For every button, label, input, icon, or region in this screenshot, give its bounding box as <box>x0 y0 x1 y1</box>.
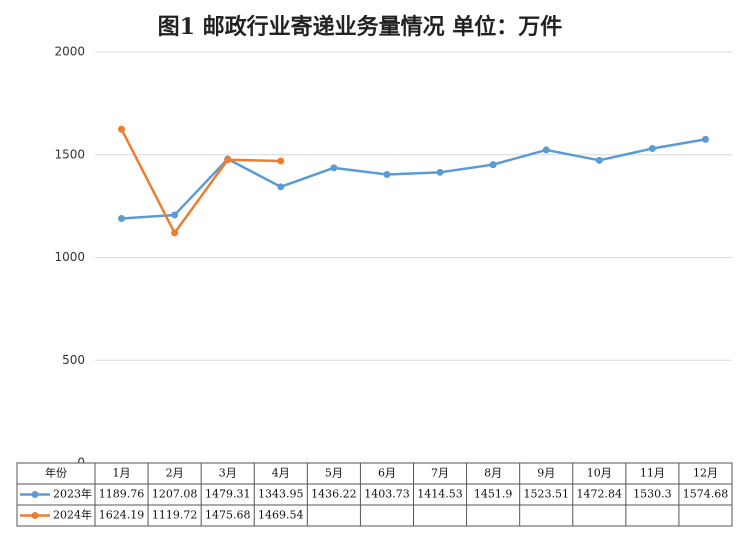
table-value: 1469.54 <box>258 509 304 522</box>
point <box>118 125 126 133</box>
table-value: 1479.31 <box>205 488 251 501</box>
x-tick-label: 1月 <box>113 467 131 480</box>
legend-marker <box>31 491 39 498</box>
table-value: 1530.3 <box>633 488 672 501</box>
chart-title: 图1 邮政行业寄递业务量情况 单位：万件 <box>158 14 563 40</box>
x-tick-label: 12月 <box>693 467 718 480</box>
point <box>277 157 285 165</box>
y-tick-label: 1500 <box>54 147 85 161</box>
point <box>171 211 179 219</box>
series-line <box>121 138 706 220</box>
legend-marker <box>31 512 39 519</box>
point <box>330 164 338 172</box>
table-value: 1624.19 <box>99 509 145 522</box>
legend-label: 2023年 <box>53 487 92 501</box>
point <box>118 215 126 223</box>
table-value: 1414.53 <box>417 488 463 501</box>
x-tick-label: 7月 <box>431 467 449 480</box>
x-tick-label: 8月 <box>484 467 502 480</box>
series-line <box>120 128 281 235</box>
x-tick-label: 10月 <box>587 467 612 480</box>
point <box>436 168 444 176</box>
table-value: 1403.73 <box>364 488 410 501</box>
y-tick-label: 1000 <box>54 250 85 264</box>
table-value: 1119.72 <box>152 509 198 522</box>
table-value: 1343.95 <box>258 488 304 501</box>
y-tick-label: 500 <box>62 353 85 367</box>
table-value: 1523.51 <box>523 488 569 501</box>
point <box>595 156 603 164</box>
table-header: 年份 <box>45 466 67 480</box>
x-tick-label: 6月 <box>378 467 396 480</box>
point <box>648 145 656 153</box>
table-value: 1475.68 <box>205 509 251 522</box>
x-tick-label: 3月 <box>219 467 237 480</box>
legend-label: 2024年 <box>53 508 92 522</box>
point <box>277 183 285 191</box>
point <box>171 229 179 237</box>
point <box>383 171 391 179</box>
x-tick-label: 2月 <box>166 467 184 480</box>
table-value: 1207.08 <box>152 488 198 501</box>
point <box>489 161 497 169</box>
x-tick-label: 11月 <box>640 467 665 480</box>
table-value: 1189.76 <box>99 488 145 501</box>
table-value: 1451.9 <box>474 488 513 501</box>
x-tick-label: 5月 <box>325 467 343 480</box>
x-tick-label: 4月 <box>272 467 290 480</box>
point <box>224 156 232 164</box>
y-tick-label: 2000 <box>54 45 85 59</box>
point <box>542 146 550 154</box>
table-value: 1436.22 <box>311 488 357 501</box>
x-tick-label: 9月 <box>537 467 555 480</box>
table-value: 1472.84 <box>577 488 623 501</box>
point <box>701 135 709 143</box>
table-value: 1574.68 <box>683 488 729 501</box>
